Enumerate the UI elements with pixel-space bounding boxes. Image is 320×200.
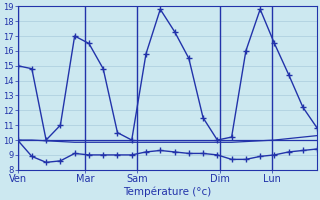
X-axis label: Température (°c): Température (°c) bbox=[123, 187, 212, 197]
